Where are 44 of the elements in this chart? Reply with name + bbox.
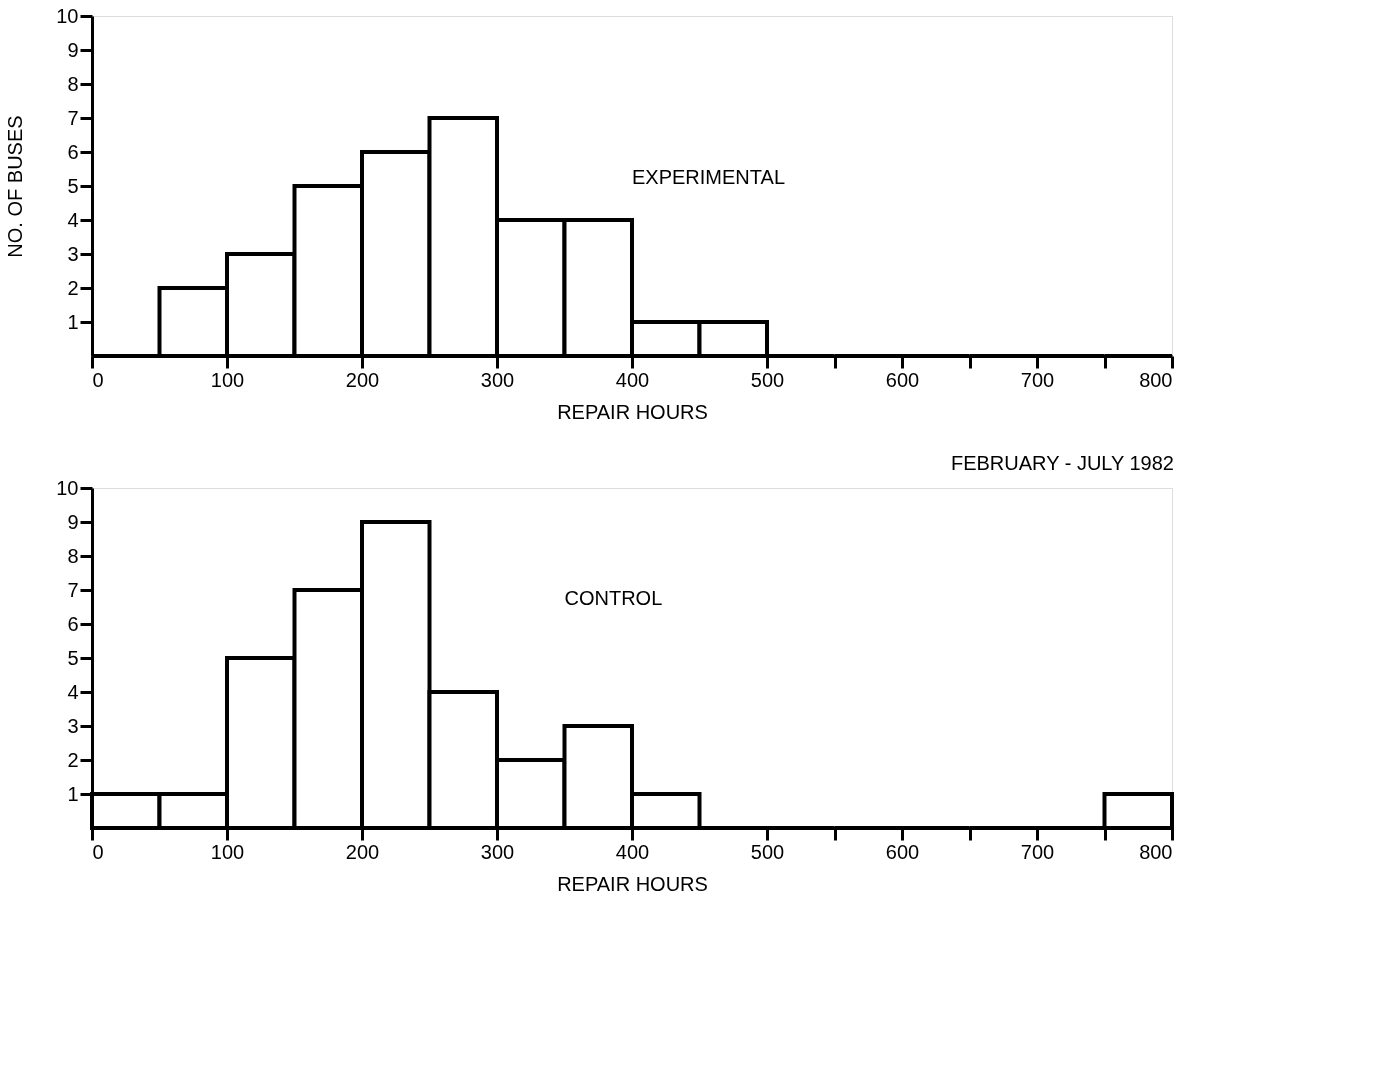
x-tick-label: 0	[92, 368, 104, 391]
y-tick-label: 7	[67, 106, 79, 129]
text: CONTROL	[564, 586, 663, 609]
y-tick-label: 8	[67, 72, 79, 95]
y-tick-label: 10	[56, 476, 79, 499]
x-tick-label: 800	[1139, 368, 1173, 391]
y-axis-title: NO. OF BUSES	[4, 115, 27, 258]
x-tick-label: 500	[750, 368, 785, 391]
y-tick-label: 8	[67, 544, 79, 567]
x-tick-label: 0	[92, 840, 104, 863]
x-tick-label: 600	[885, 840, 920, 863]
x-tick-label: 300	[480, 840, 515, 863]
x-tick-label: 400	[615, 840, 650, 863]
y-tick-label: 3	[67, 714, 79, 737]
x-tick-label: 500	[750, 840, 785, 863]
x-tick-label: 100	[210, 840, 245, 863]
y-tick-label: 9	[67, 510, 79, 533]
x-tick-label: 700	[1020, 840, 1055, 863]
series-label: EXPERIMENTAL	[632, 165, 785, 188]
y-tick-label: 10	[56, 4, 79, 27]
y-tick-label: 5	[67, 646, 79, 669]
x-tick-label: 700	[1020, 368, 1055, 391]
x-tick-label: 400	[615, 368, 650, 391]
y-tick-label: 4	[67, 680, 79, 703]
x-tick-label: 200	[345, 368, 380, 391]
y-tick-label: 6	[67, 612, 79, 635]
x-axis-title: REPAIR HOURS	[557, 872, 708, 895]
y-tick-label: 9	[67, 38, 79, 61]
y-tick-label: 5	[67, 174, 79, 197]
x-tick-label: 200	[345, 840, 380, 863]
y-tick-label: 1	[67, 310, 79, 333]
x-tick-label: 300	[480, 368, 515, 391]
x-tick-label: 100	[210, 368, 245, 391]
x-tick-label: 600	[885, 368, 920, 391]
y-tick-label: 2	[67, 276, 79, 299]
y-tick-label: 6	[67, 140, 79, 163]
x-tick-label: 800	[1139, 840, 1173, 863]
y-tick-label: 1	[67, 782, 79, 805]
y-tick-label: 7	[67, 578, 79, 601]
x-axis-title: REPAIR HOURS	[557, 400, 708, 423]
y-tick-label: 3	[67, 242, 79, 265]
text: FEBRUARY - JULY 1982	[950, 452, 1174, 474]
y-tick-label: 4	[67, 208, 79, 231]
y-tick-label: 2	[67, 748, 79, 771]
